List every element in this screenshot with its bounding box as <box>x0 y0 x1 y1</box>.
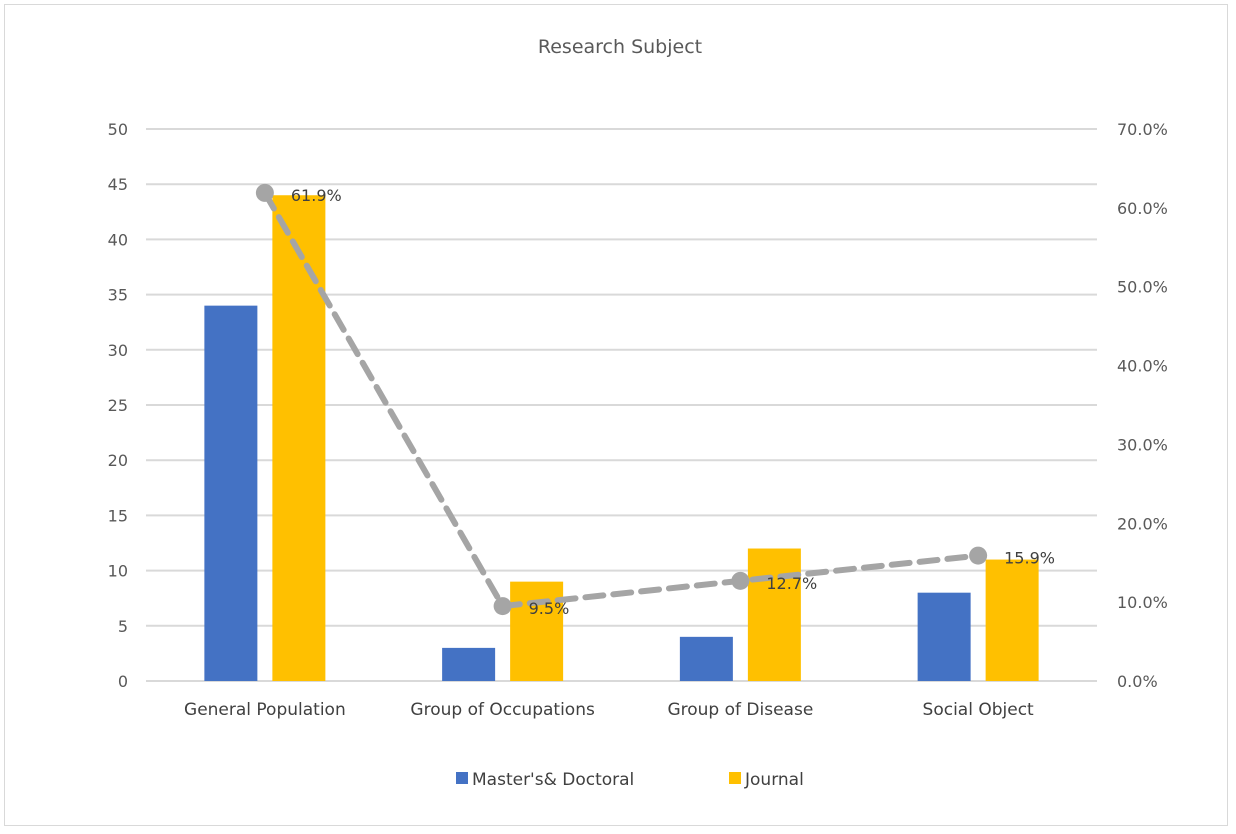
line-marker <box>493 597 512 616</box>
bar-journal <box>510 581 564 681</box>
category-labels: General Population Group of Occupations Gr… <box>184 700 1034 720</box>
legend-swatch <box>456 772 468 784</box>
data-label: 12.7% <box>766 574 817 593</box>
left-tick-label: 35 <box>108 286 128 305</box>
category-label: Social Object <box>923 700 1035 720</box>
bar-journal <box>747 548 801 681</box>
bar-masters-doctoral <box>442 647 496 681</box>
left-tick-label: 50 <box>108 120 128 139</box>
right-tick-label: 30.0% <box>1117 435 1168 454</box>
bar-masters-doctoral <box>679 636 733 681</box>
right-tick-label: 70.0% <box>1117 120 1168 139</box>
data-label: 15.9% <box>1004 549 1055 568</box>
line-marker <box>731 571 750 590</box>
chart-title: Research Subject <box>538 36 702 58</box>
bar-masters-doctoral <box>204 305 258 681</box>
legend-swatch <box>729 772 741 784</box>
line-marker <box>255 183 274 202</box>
percentage-line: 61.9% 9.5% 12.7% 15.9% <box>255 183 1055 618</box>
right-tick-label: 20.0% <box>1117 514 1168 533</box>
right-tick-label: 60.0% <box>1117 199 1168 218</box>
left-tick-label: 10 <box>108 562 128 581</box>
left-tick-label: 45 <box>108 175 128 194</box>
left-tick-label: 15 <box>108 506 128 525</box>
left-tick-label: 30 <box>108 341 128 360</box>
left-tick-label: 0 <box>118 672 128 691</box>
bars <box>204 195 1039 682</box>
line-marker <box>969 546 988 565</box>
right-axis: 0.0% 10.0% 20.0% 30.0% 40.0% 50.0% 60.0% 70.0% <box>1117 120 1168 691</box>
data-label: 61.9% <box>291 186 342 205</box>
left-tick-label: 20 <box>108 451 128 470</box>
legend-label: Master's& Doctoral <box>472 770 634 790</box>
right-tick-label: 50.0% <box>1117 278 1168 297</box>
left-tick-label: 5 <box>118 617 128 636</box>
line-path <box>261 189 982 610</box>
category-label: Group of Occupations <box>410 700 595 720</box>
legend-label: Journal <box>744 770 804 790</box>
bar-masters-doctoral <box>917 592 971 681</box>
right-tick-label: 0.0% <box>1117 672 1158 691</box>
left-tick-label: 25 <box>108 396 128 415</box>
left-axis: 0 5 10 15 20 25 30 35 40 45 50 <box>108 120 128 691</box>
bar-journal <box>985 559 1039 681</box>
bar-journal <box>272 195 326 682</box>
category-label: General Population <box>184 700 346 720</box>
right-tick-label: 40.0% <box>1117 357 1168 376</box>
left-tick-label: 40 <box>108 230 128 249</box>
data-label: 9.5% <box>529 599 570 618</box>
legend: Master's& Doctoral Journal <box>456 770 804 790</box>
right-tick-label: 10.0% <box>1117 593 1168 612</box>
category-label: Group of Disease <box>667 700 813 720</box>
